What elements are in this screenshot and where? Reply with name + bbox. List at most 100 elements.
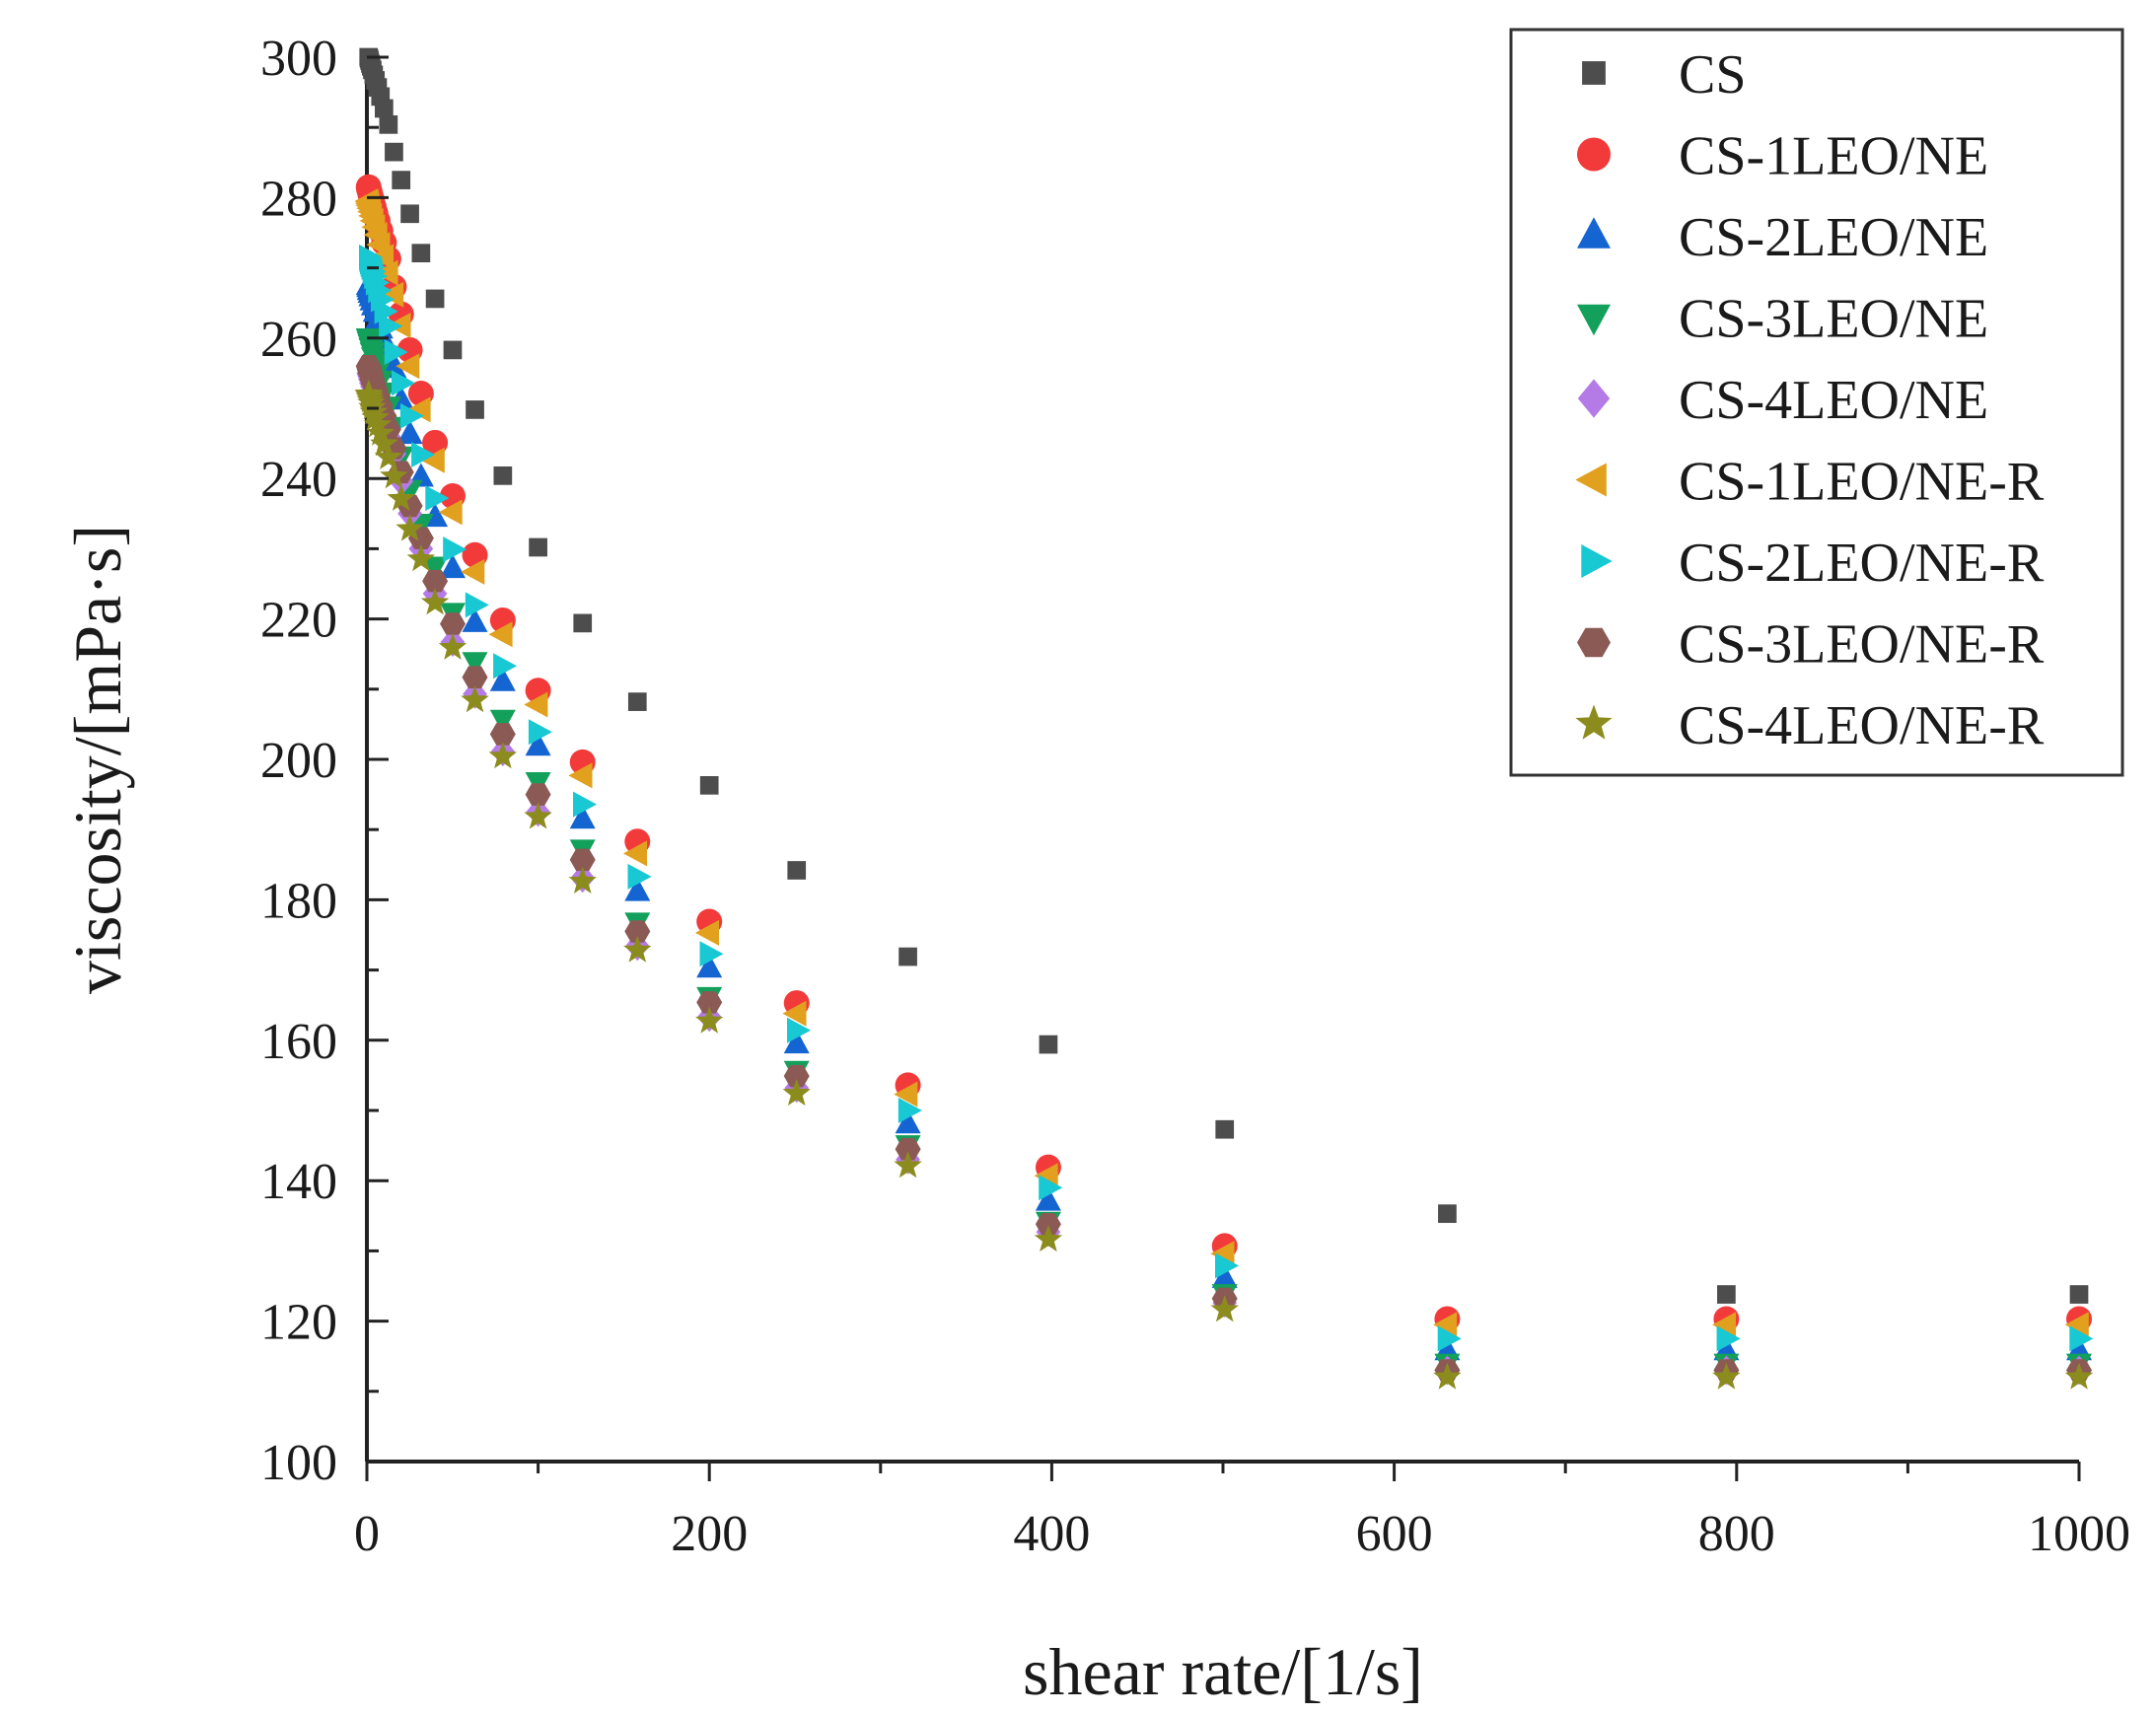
data-point (425, 289, 445, 309)
data-point (443, 340, 463, 360)
data-point (1035, 1186, 1061, 1211)
legend-marker (1582, 61, 1606, 85)
data-point (374, 259, 398, 286)
data-point (694, 919, 719, 946)
y-tick-label: 240 (260, 452, 337, 508)
data-point (787, 861, 807, 880)
data-point (1034, 1225, 1063, 1252)
x-axis-title: shear rate/[1/s] (1023, 1634, 1423, 1709)
data-point (525, 783, 551, 806)
legend-marker (1575, 704, 1613, 740)
y-tick-label: 200 (260, 733, 337, 789)
data-point (569, 805, 596, 829)
legend-marker (1577, 379, 1611, 418)
data-point (1717, 1285, 1736, 1304)
data-point (420, 588, 450, 615)
y-tick-label: 100 (260, 1435, 337, 1491)
data-point (420, 447, 445, 473)
data-point (488, 742, 518, 769)
data-point (370, 429, 398, 457)
data-point (489, 709, 516, 734)
data-point (465, 592, 489, 618)
y-axis-ticks: 100 120 140 160 180 200 220 240 260 280 300 (260, 31, 389, 1491)
data-point (696, 954, 723, 978)
data-point (466, 400, 484, 419)
legend-item: CS-4LEO/NE (1577, 370, 1988, 431)
data-point (1437, 1325, 1462, 1352)
y-tick-label: 300 (260, 31, 337, 87)
data-point (379, 115, 398, 134)
data-point (695, 1006, 724, 1034)
data-point (392, 370, 415, 396)
x-tick-label: 600 (1356, 1506, 1433, 1562)
legend-marker (1581, 544, 1613, 578)
data-point (440, 612, 466, 635)
data-point (406, 396, 431, 423)
data-point (2064, 1362, 2094, 1390)
data-point (568, 866, 597, 893)
data-point (1211, 1263, 1238, 1288)
legend-label: CS-4LEO/NE-R (1679, 695, 2045, 756)
data-point (462, 652, 488, 677)
data-point (422, 556, 449, 581)
data-point (411, 442, 436, 467)
data-point (783, 1064, 810, 1088)
data-point (627, 863, 652, 890)
y-tick-label: 160 (260, 1014, 337, 1070)
legend-marker (1577, 627, 1611, 658)
data-point (524, 691, 548, 718)
data-point (624, 877, 651, 901)
x-tick-label: 200 (671, 1506, 748, 1562)
data-point (898, 1098, 922, 1123)
data-point (624, 920, 651, 943)
data-point (895, 1137, 921, 1161)
data-point (461, 685, 489, 713)
data-point (894, 1151, 922, 1179)
data-point (894, 1081, 918, 1108)
data-point (568, 762, 593, 789)
y-tick-label: 140 (260, 1154, 337, 1210)
data-point (699, 775, 719, 795)
data-point (387, 483, 415, 511)
data-point (1039, 1175, 1063, 1201)
legend-item: CS-3LEO/NE (1577, 289, 1988, 350)
data-point (783, 1030, 810, 1054)
data-point (1215, 1252, 1239, 1279)
x-axis-ticks: 0 200 400 600 800 1000 (354, 1462, 2130, 1562)
data-point (384, 339, 408, 365)
data-point (395, 353, 420, 380)
legend-item: CS (1582, 44, 1747, 106)
data-point (1712, 1312, 1737, 1338)
legend-label: CS-3LEO/NE-R (1679, 614, 2045, 676)
data-point (489, 667, 516, 691)
data-point (438, 499, 463, 526)
series-8 (354, 379, 2094, 1390)
data-point (2069, 1285, 2089, 1304)
data-point (573, 613, 593, 633)
data-point (425, 485, 450, 512)
x-tick-label: 0 (354, 1506, 380, 1562)
data-point (380, 462, 408, 489)
y-tick-label: 280 (260, 171, 337, 227)
series-6 (359, 244, 2094, 1352)
legend-item: CS-2LEO/NE (1577, 207, 1988, 268)
data-point (489, 723, 516, 746)
legend-label: CS-2LEO/NE-R (1679, 533, 2045, 594)
data-point (699, 941, 724, 967)
data-point (1210, 1295, 1239, 1322)
data-point (440, 554, 466, 579)
data-point (375, 99, 394, 118)
legend-marker (1577, 137, 1611, 172)
data-point (366, 418, 395, 446)
legend-label: CS-2LEO/NE (1679, 207, 1988, 268)
data-point (1035, 1213, 1061, 1236)
plot-area (354, 47, 2094, 1390)
data-point (374, 442, 403, 469)
legend-label: CS-1LEO/NE-R (1679, 452, 2045, 513)
legend-item: CS-2LEO/NE-R (1581, 533, 2045, 594)
data-point (1438, 1204, 1457, 1224)
y-tick-label: 260 (260, 312, 337, 368)
y-axis-title: viscosity/[mPa·s] (60, 525, 135, 994)
legend: CS CS-1LEO/NE CS-2LEO/NE CS-3LEO/NE CS-4LEO/… (1509, 28, 2124, 777)
